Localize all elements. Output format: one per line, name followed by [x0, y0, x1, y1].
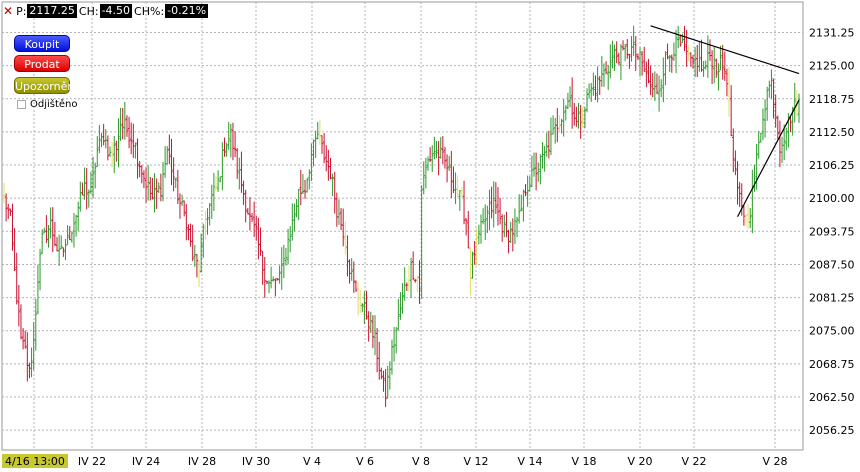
- y-tick-label: 2118.75: [809, 93, 855, 106]
- alert-button[interactable]: Upozornění: [14, 77, 77, 94]
- hedge-toggle[interactable]: Odjištěno: [17, 99, 78, 110]
- change-pct-value: -0.21%: [165, 4, 209, 18]
- x-tick-label: IV 22: [78, 455, 106, 468]
- x-tick-label: V 12: [463, 455, 488, 468]
- x-tick-label: V 4: [303, 455, 321, 468]
- x-tick-label: V 20: [627, 455, 652, 468]
- y-tick-label: 2056.25: [809, 424, 855, 437]
- x-tick-label: IV 28: [188, 455, 216, 468]
- y-tick-label: 2100.00: [809, 192, 855, 205]
- hedge-checkbox[interactable]: [17, 100, 26, 109]
- x-tick-label: V 28: [762, 455, 787, 468]
- change-value: -4.50: [99, 4, 133, 18]
- y-tick-label: 2131.25: [809, 26, 855, 39]
- x-tick-label: V 18: [571, 455, 596, 468]
- x-tick-label: IV 24: [132, 455, 160, 468]
- price-value: 2117.25: [27, 4, 77, 18]
- x-axis: 4/16 13:00 IV 22 IV 24 IV 28 IV 30 V 4 V 6 V 8 V…: [2, 454, 788, 468]
- y-axis: 2131.25 2125.00 2118.75 2112.50 2106.25 2100.…: [809, 26, 855, 437]
- annotations[interactable]: [650, 25, 800, 218]
- y-tick-label: 2125.00: [809, 60, 855, 73]
- y-tick-label: 2075.00: [809, 325, 855, 338]
- x-cursor-label-bg: [2, 454, 68, 468]
- sell-button[interactable]: Prodat: [14, 55, 70, 72]
- x-tick-label: IV 30: [242, 455, 270, 468]
- x-tick-label: V 6: [356, 455, 374, 468]
- y-tick-label: 2068.75: [809, 358, 855, 371]
- y-tick-label: 2062.50: [809, 391, 855, 404]
- x-tick-label: 4/16 13:00: [5, 455, 65, 468]
- trendline[interactable]: [650, 25, 800, 75]
- plot-area-background: [1, 1, 804, 451]
- close-icon[interactable]: ✕: [3, 4, 14, 18]
- y-tick-label: 2106.25: [809, 159, 855, 172]
- ohlc-bars: [2, 25, 801, 408]
- grid-layer: [2, 2, 803, 450]
- y-tick-label: 2112.50: [809, 126, 855, 139]
- x-tick-label: V 8: [412, 455, 430, 468]
- x-tick-label: V 22: [681, 455, 706, 468]
- trendline[interactable]: [736, 99, 800, 218]
- y-tick-label: 2093.75: [809, 225, 855, 238]
- y-tick-label: 2087.50: [809, 258, 855, 271]
- change-pct-label: CH%:: [134, 4, 165, 18]
- price-header: ✕ P: 2117.25 CH: -4.50 CH%: -0.21%: [3, 3, 209, 19]
- hedge-label: Odjištěno: [30, 99, 78, 110]
- change-label: CH:: [78, 4, 99, 18]
- x-tick-label: V 14: [517, 455, 542, 468]
- price-label: P:: [16, 4, 27, 18]
- buy-button[interactable]: Koupit: [14, 35, 70, 52]
- y-tick-label: 2081.25: [809, 292, 855, 305]
